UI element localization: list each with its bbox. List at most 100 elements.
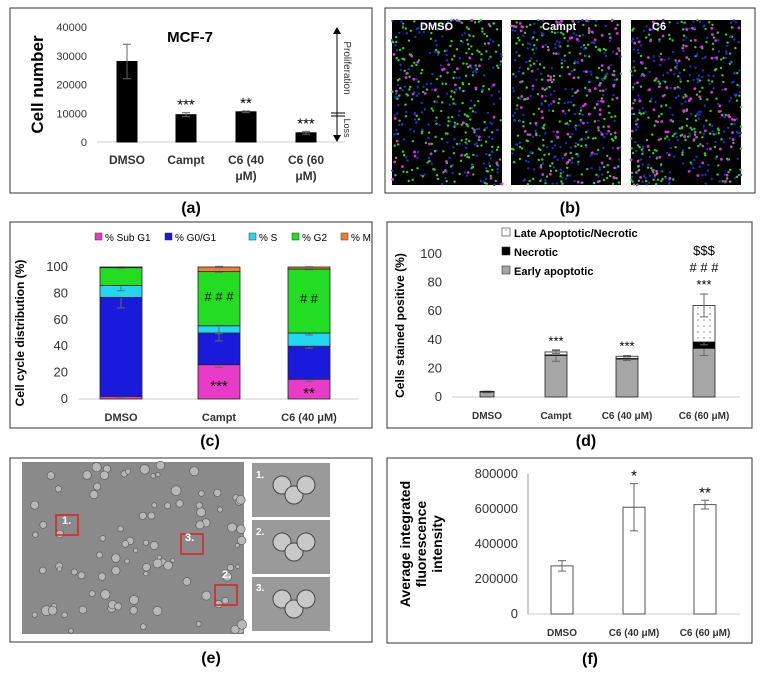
cell-dot <box>660 169 663 173</box>
cell-dot <box>689 134 692 137</box>
y-tick-label: 800000 <box>475 466 518 481</box>
cell-dot <box>598 166 601 169</box>
cell-dot <box>653 175 656 179</box>
cell-dot <box>531 84 535 88</box>
cell-dot <box>499 63 502 66</box>
cell-dot <box>410 168 414 172</box>
cell <box>143 571 149 577</box>
cell-dot <box>574 145 577 148</box>
cell-dot <box>475 71 478 74</box>
cell-dot <box>728 52 732 55</box>
cell-dot <box>436 28 440 32</box>
cell-dot <box>522 113 525 117</box>
cell-dot <box>588 55 591 58</box>
cell-dot <box>429 152 433 156</box>
cell-dot <box>688 73 692 77</box>
cell-dot <box>661 34 665 38</box>
cell-dot <box>682 34 686 37</box>
cell-dot <box>522 125 525 128</box>
cell-dot <box>568 36 572 40</box>
cell-dot <box>477 127 481 131</box>
cell-dot <box>723 173 726 176</box>
cell-dot <box>467 47 471 51</box>
cell-dot <box>724 56 728 60</box>
y-tick-label: 0 <box>81 137 87 149</box>
cell-dot <box>689 39 693 42</box>
cell <box>117 525 124 532</box>
y-tick-label: 600000 <box>475 501 518 516</box>
cell-dot <box>603 52 606 55</box>
cell-dot <box>685 124 689 127</box>
cell-dot <box>516 36 520 40</box>
cell-dot <box>710 33 714 36</box>
cell <box>236 495 246 505</box>
cell-dot <box>394 96 397 99</box>
cell-dot <box>639 44 643 47</box>
cell-dot <box>413 150 416 154</box>
cell <box>196 507 206 517</box>
cell-dot <box>580 138 583 141</box>
cell-dot <box>721 180 724 183</box>
cell-dot <box>613 166 617 170</box>
cell-dot <box>715 56 719 60</box>
x-tick-label: DMSO <box>547 628 577 639</box>
cell-dot <box>632 112 636 116</box>
cell-dot <box>680 126 684 129</box>
cell-dot <box>448 156 451 160</box>
cell-dot <box>728 35 732 39</box>
cell-dot <box>398 48 402 52</box>
cell <box>164 502 171 510</box>
cell-dot <box>573 126 577 129</box>
cell <box>189 466 200 477</box>
cell-dot <box>581 19 584 22</box>
cell-dot <box>434 48 438 52</box>
cell-dot <box>584 86 587 90</box>
cell-dot <box>546 86 549 89</box>
cell-dot <box>612 93 615 97</box>
cell-dot <box>571 94 574 98</box>
cell-dot <box>612 70 616 73</box>
cell-dot <box>562 33 565 36</box>
cell-dot <box>520 95 524 98</box>
cell-dot <box>701 75 704 79</box>
cell-dot <box>678 127 681 130</box>
cell-dot <box>696 80 700 84</box>
cell-dot <box>584 137 587 141</box>
cell-dot <box>569 174 572 177</box>
cell-dot <box>546 45 550 49</box>
cell <box>54 485 62 493</box>
cell-dot <box>547 104 551 107</box>
cell-dot <box>699 97 702 101</box>
cell-dot <box>577 160 580 163</box>
cell-dot <box>678 87 682 90</box>
cell-dot <box>728 99 731 103</box>
cell-dot <box>647 33 651 36</box>
cell-dot <box>647 116 650 119</box>
cell-dot <box>467 115 470 118</box>
cell-dot <box>604 88 608 91</box>
fluorescence-micrographs <box>390 18 743 187</box>
cell-dot <box>611 98 614 101</box>
cell-dot <box>587 20 591 23</box>
cell-dot <box>701 86 704 90</box>
legend-swatch <box>501 227 511 237</box>
cell <box>221 597 229 605</box>
cell-dot <box>445 160 448 163</box>
cell-dot <box>496 64 499 67</box>
cell <box>99 470 109 480</box>
cell-dot <box>560 180 563 183</box>
cell-dot <box>500 55 503 58</box>
cell-dot <box>599 89 602 92</box>
legend-swatch <box>291 232 300 241</box>
cell-dot <box>672 178 675 181</box>
cell-dot <box>477 138 481 142</box>
cell-dot <box>533 44 536 47</box>
cell-dot <box>465 142 469 146</box>
cell-dot <box>531 88 535 91</box>
cell-dot <box>630 178 633 181</box>
cell-dot <box>514 59 517 62</box>
arrow-down-icon <box>333 135 341 142</box>
cell-dot <box>667 153 671 157</box>
cell-dot <box>478 64 481 68</box>
cell-dot <box>477 100 480 103</box>
